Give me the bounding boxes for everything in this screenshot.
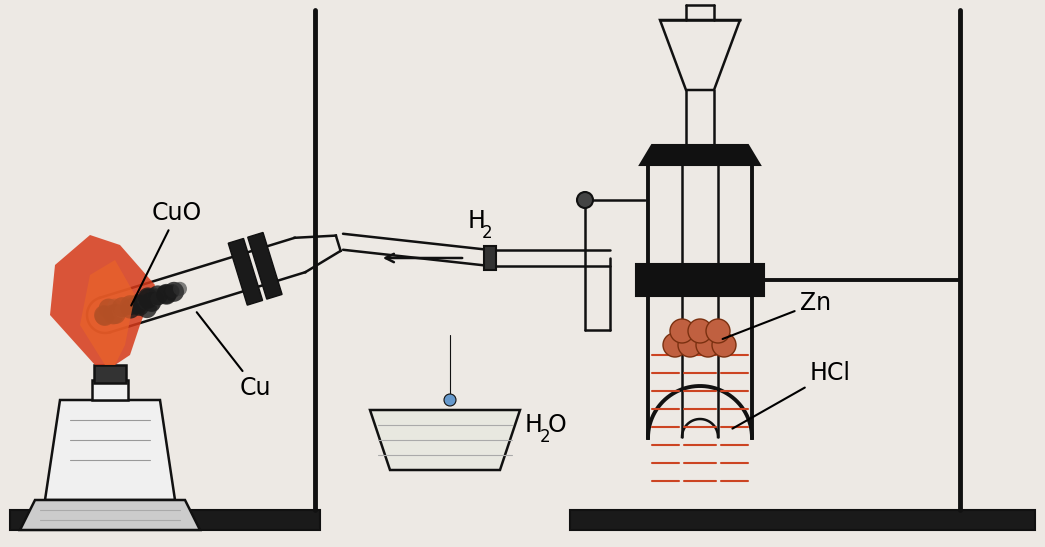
Circle shape <box>140 295 160 315</box>
Polygon shape <box>248 232 282 299</box>
Text: Cu: Cu <box>196 312 272 400</box>
Circle shape <box>113 302 127 317</box>
Circle shape <box>99 304 113 318</box>
Circle shape <box>164 286 179 300</box>
Circle shape <box>131 294 144 308</box>
Circle shape <box>136 293 156 312</box>
Text: 2: 2 <box>540 428 551 446</box>
Circle shape <box>144 293 159 306</box>
Polygon shape <box>228 238 262 305</box>
Circle shape <box>122 298 142 318</box>
Circle shape <box>688 319 712 343</box>
Circle shape <box>113 301 126 316</box>
Circle shape <box>670 319 694 343</box>
Circle shape <box>121 294 142 314</box>
Polygon shape <box>45 400 175 500</box>
Circle shape <box>160 294 175 307</box>
Circle shape <box>678 333 702 357</box>
Polygon shape <box>80 260 135 365</box>
Polygon shape <box>370 410 520 470</box>
Circle shape <box>104 302 124 323</box>
Circle shape <box>135 290 155 310</box>
Bar <box>484 246 496 270</box>
Circle shape <box>156 286 176 306</box>
Circle shape <box>130 299 149 319</box>
Circle shape <box>90 304 110 324</box>
Circle shape <box>131 298 145 312</box>
Bar <box>636 264 764 296</box>
Circle shape <box>696 333 720 357</box>
Circle shape <box>577 192 593 208</box>
Circle shape <box>107 299 127 319</box>
Circle shape <box>152 290 166 304</box>
Text: 2: 2 <box>482 224 492 242</box>
Text: HCl: HCl <box>733 361 851 429</box>
Text: Zn: Zn <box>722 291 831 339</box>
Bar <box>92 380 127 400</box>
Text: O: O <box>548 413 566 437</box>
Circle shape <box>164 284 178 298</box>
Circle shape <box>121 295 136 309</box>
Bar <box>570 510 1035 530</box>
Circle shape <box>155 291 175 311</box>
Circle shape <box>116 299 130 313</box>
Text: H: H <box>525 413 542 437</box>
Circle shape <box>148 295 163 309</box>
Circle shape <box>150 294 171 313</box>
Circle shape <box>155 284 175 304</box>
Polygon shape <box>640 145 760 165</box>
Circle shape <box>116 301 130 315</box>
Circle shape <box>143 290 158 304</box>
Circle shape <box>712 333 736 357</box>
Circle shape <box>113 295 133 315</box>
Circle shape <box>143 290 163 310</box>
Circle shape <box>663 333 687 357</box>
Circle shape <box>107 301 126 321</box>
Circle shape <box>103 301 123 322</box>
Polygon shape <box>20 500 200 530</box>
Circle shape <box>444 394 456 406</box>
Circle shape <box>163 291 178 305</box>
Bar <box>94 365 126 383</box>
Circle shape <box>139 299 153 313</box>
Circle shape <box>706 319 730 343</box>
Circle shape <box>131 299 144 312</box>
Text: CuO: CuO <box>132 201 203 306</box>
Text: H: H <box>468 209 486 233</box>
Polygon shape <box>50 235 155 365</box>
Circle shape <box>121 299 141 318</box>
Bar <box>10 510 320 530</box>
